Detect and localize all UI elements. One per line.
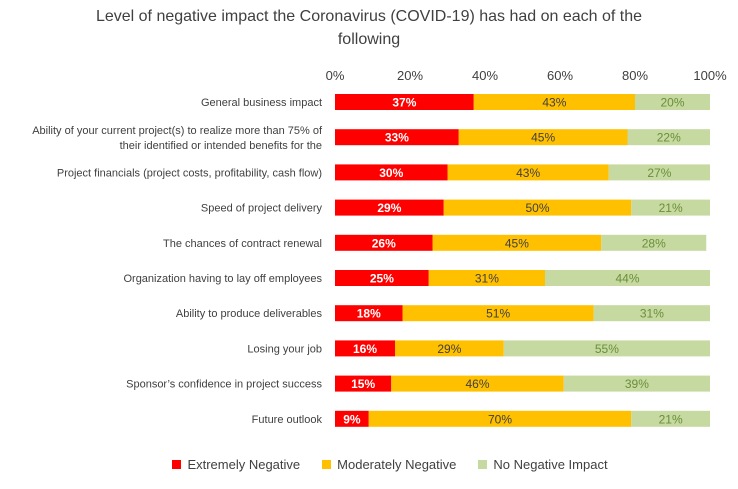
data-label: 45% — [505, 236, 529, 250]
data-label: 29% — [437, 342, 461, 356]
data-label: 44% — [615, 272, 639, 286]
category-label: Ability of your current project(s) to re… — [32, 125, 323, 152]
bar-segment — [335, 410, 369, 427]
chart-title: Level of negative impact the Coronavirus… — [0, 5, 738, 51]
data-label: 45% — [531, 131, 555, 145]
data-label: 18% — [357, 307, 381, 321]
data-label: 21% — [659, 201, 683, 215]
bar-segment — [335, 375, 392, 392]
legend-swatch-extremely-negative — [172, 460, 182, 469]
bar-segment — [432, 234, 602, 251]
data-label: 30% — [379, 166, 403, 180]
data-label: 33% — [385, 131, 409, 145]
data-label: 39% — [625, 377, 649, 391]
bar-segment — [631, 410, 710, 427]
data-label: 29% — [377, 201, 401, 215]
bar-segment — [335, 340, 395, 357]
bar-segment — [335, 164, 448, 181]
category-label: Sponsor’s confidence in project success — [126, 379, 322, 391]
bar-segment — [335, 199, 444, 216]
legend-item-no-negative-impact: No Negative Impact — [478, 457, 608, 472]
legend-item-moderately-negative: Moderately Negative — [322, 457, 456, 472]
data-label: 31% — [475, 272, 499, 286]
bar-segment — [593, 305, 710, 322]
bar-segment — [458, 129, 628, 146]
x-tick-label: 60% — [547, 68, 573, 83]
category-label: Future outlook — [252, 414, 323, 426]
data-label: 51% — [486, 307, 510, 321]
legend-swatch-no-negative-impact — [478, 460, 488, 469]
category-label: Organization having to lay off employees — [123, 273, 322, 285]
bar-segment — [335, 94, 474, 110]
data-label: 27% — [647, 166, 671, 180]
x-tick-label: 40% — [472, 68, 498, 83]
bar-segment — [635, 94, 710, 110]
bar-segment — [335, 270, 429, 286]
data-label: 55% — [595, 342, 619, 356]
category-label-line: Ability of your current project(s) to re… — [32, 125, 323, 137]
chart-title-line-2: following — [337, 31, 401, 48]
bar-segment — [368, 410, 632, 427]
bar-segment — [447, 164, 609, 181]
data-label: 43% — [542, 96, 566, 110]
x-tick-label: 0% — [326, 68, 345, 83]
category-label: Speed of project delivery — [201, 203, 323, 215]
bar-segment — [335, 234, 433, 251]
x-tick-label: 80% — [622, 68, 648, 83]
chart-legend: Extremely Negative Moderately Negative N… — [150, 457, 630, 472]
data-label: 50% — [525, 201, 549, 215]
data-label: 21% — [659, 412, 683, 426]
data-label: 22% — [657, 131, 681, 145]
data-label: 20% — [660, 96, 684, 110]
x-tick-label: 20% — [397, 68, 423, 83]
data-label: 31% — [640, 307, 664, 321]
bar-segment — [473, 94, 635, 110]
category-label: The chances of contract renewal — [163, 238, 322, 250]
bar-segment — [428, 270, 545, 286]
bar-segment — [608, 164, 710, 181]
bar-segment — [545, 270, 710, 286]
category-label: Project financials (project costs, profi… — [57, 167, 322, 179]
category-label: Ability to produce deliverables — [176, 308, 323, 320]
bar-segment — [335, 129, 459, 146]
category-label: General business impact — [201, 97, 322, 109]
legend-label-no-negative-impact: No Negative Impact — [493, 457, 608, 472]
bar-segment — [563, 375, 710, 392]
data-label: 15% — [351, 377, 375, 391]
data-label: 70% — [488, 412, 512, 426]
data-label: 9% — [343, 412, 361, 426]
chart-title-line-1: Level of negative impact the Coronavirus… — [95, 8, 643, 25]
bar-segment — [443, 199, 632, 216]
bar-segment — [631, 199, 710, 216]
x-tick-label: 100% — [693, 68, 727, 83]
data-label: 28% — [642, 236, 666, 250]
bar-segment — [395, 340, 504, 357]
data-label: 43% — [516, 166, 540, 180]
legend-label-moderately-negative: Moderately Negative — [337, 457, 457, 472]
data-label: 16% — [353, 342, 377, 356]
category-label: Losing your job — [247, 343, 322, 355]
bar-segment — [601, 234, 707, 251]
legend-swatch-moderately-negative — [322, 460, 332, 469]
data-label: 46% — [465, 377, 489, 391]
bar-segment — [627, 129, 710, 146]
legend-item-extremely-negative: Extremely Negative — [172, 457, 300, 472]
data-label: 37% — [392, 96, 416, 110]
data-label: 26% — [372, 236, 396, 250]
bar-segment — [402, 305, 594, 322]
data-label: 25% — [370, 272, 394, 286]
bar-segment — [503, 340, 710, 357]
legend-label-extremely-negative: Extremely Negative — [187, 457, 301, 472]
category-label-line: their identified or intended benefits fo… — [120, 140, 322, 152]
bar-segment — [391, 375, 564, 392]
bar-segment — [335, 305, 403, 322]
